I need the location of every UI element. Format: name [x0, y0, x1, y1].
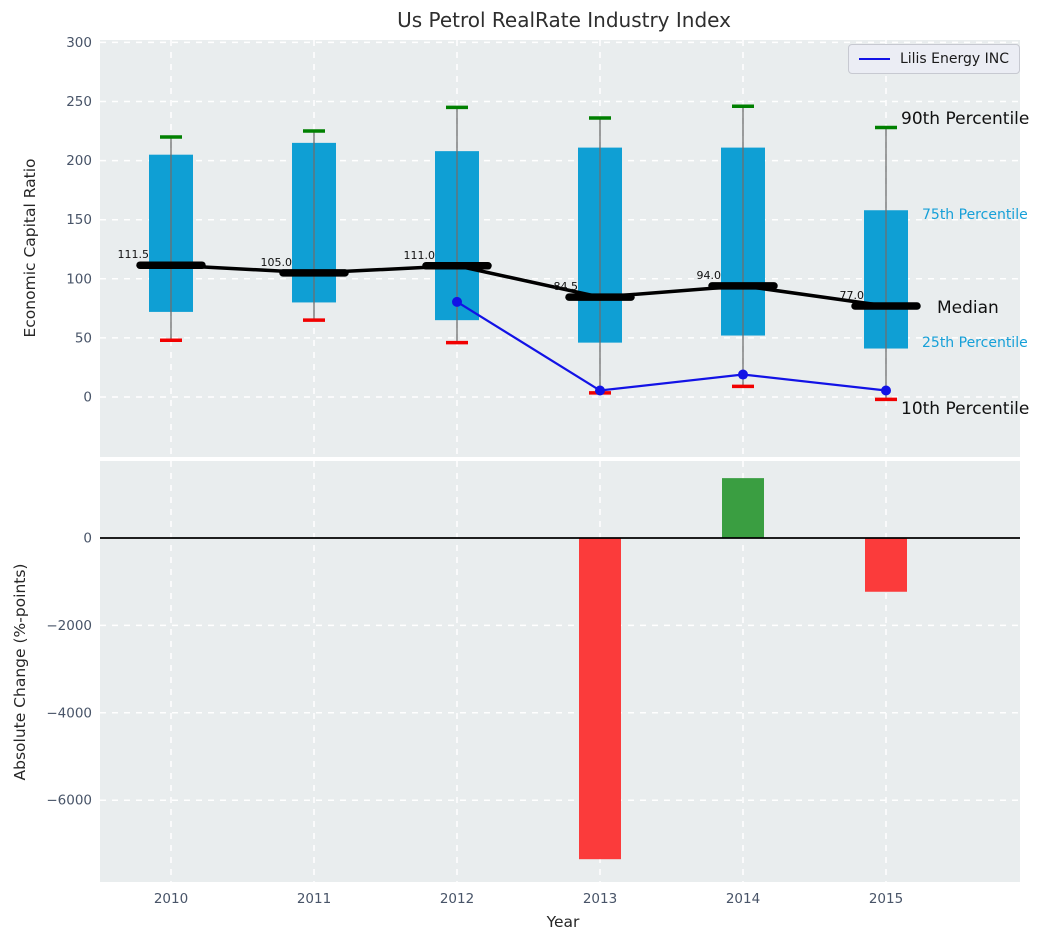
x-tick-label: 2015 [869, 891, 903, 907]
change-bar-2015 [865, 538, 907, 592]
median-value-label: 111.5 [118, 248, 150, 261]
top-y-tick-label: 200 [66, 153, 92, 169]
median-value-label: 111.0 [404, 249, 436, 262]
company-line-marker [881, 385, 891, 396]
median-value-label: 84.5 [554, 280, 579, 293]
median-value-label: 94.0 [697, 269, 722, 282]
company-line [456, 300, 887, 392]
top-y-tick-label: 0 [83, 390, 92, 406]
company-line-marker [738, 369, 748, 380]
x-tick-label: 2011 [297, 891, 331, 907]
x-tick-label: 2014 [726, 891, 760, 907]
company-line-marker [595, 385, 605, 396]
median-value-label: 105.0 [261, 256, 293, 269]
annotation-25th-percentile: 25th Percentile [922, 335, 1028, 351]
change-bar-2013 [579, 538, 621, 860]
x-tick-label: 2010 [154, 891, 188, 907]
top-y-tick-label: 250 [66, 94, 92, 110]
annotation-median: Median [937, 298, 999, 318]
company-line-marker [452, 296, 462, 307]
top-y-tick-label: 300 [66, 35, 92, 51]
annotation-75th-percentile: 75th Percentile [922, 207, 1028, 223]
top-y-tick-label: 50 [75, 330, 92, 346]
chart-title: Us Petrol RealRate Industry Index [397, 8, 731, 32]
x-tick-label: 2013 [583, 891, 617, 907]
legend-label: Lilis Energy INC [899, 51, 1009, 67]
change-bar-2014 [722, 478, 764, 538]
bottom-y-axis-label: Absolute Change (%-points) [11, 563, 29, 781]
bottom-y-tick-label: −6000 [46, 793, 92, 809]
top-y-tick-label: 100 [66, 271, 92, 287]
legend: Lilis Energy INC [848, 44, 1020, 74]
bottom-y-tick-label: −2000 [46, 618, 92, 634]
x-tick-label: 2012 [440, 891, 474, 907]
bottom-axes-background [100, 461, 1020, 882]
legend-line-sample [859, 58, 890, 60]
annotation-90th-percentile: 90th Percentile [901, 109, 1029, 129]
bottom-y-tick-label: −4000 [46, 705, 92, 721]
median-value-label: 77.0 [840, 289, 865, 302]
top-y-axis-label: Economic Capital Ratio [21, 158, 39, 338]
top-y-tick-label: 150 [66, 212, 92, 228]
bottom-y-tick-label: 0 [83, 531, 92, 547]
annotation-10th-percentile: 10th Percentile [901, 399, 1029, 419]
x-axis-label: Year [546, 913, 580, 931]
